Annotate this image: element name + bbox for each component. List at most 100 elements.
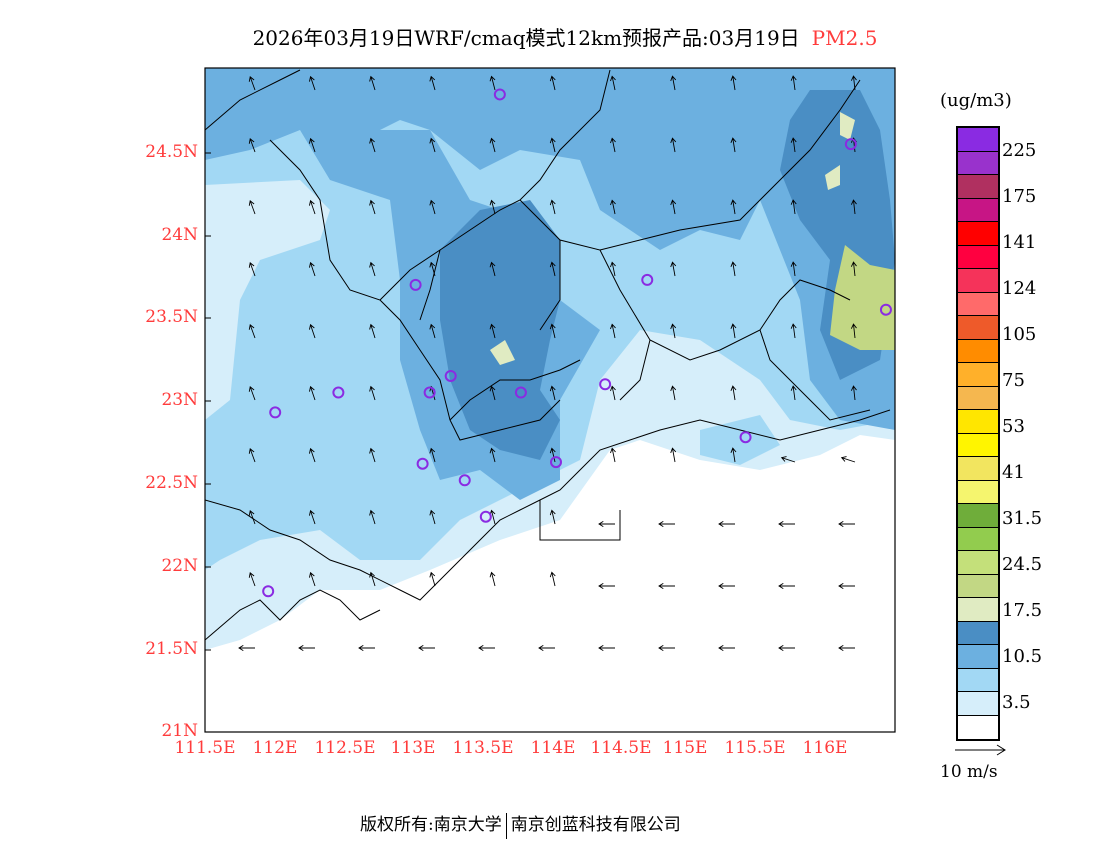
- legend-swatch: [958, 175, 998, 199]
- legend-swatch: [958, 222, 998, 246]
- wind-arrow: [429, 323, 436, 339]
- wind-arrow: [358, 645, 375, 651]
- wind-arrow: [658, 521, 675, 527]
- wind-arrow: [790, 75, 797, 91]
- wind-arrow: [670, 199, 677, 215]
- map-title: 2026年03月19日WRF/cmaq模式12km预报产品:03月19日 PM2.…: [0, 22, 1100, 51]
- wind-arrow: [309, 323, 316, 339]
- legend-label: 75: [1002, 370, 1025, 391]
- legend-swatch: [958, 715, 998, 739]
- wind-arrow: [429, 75, 436, 91]
- legend-swatch: [958, 527, 998, 551]
- lat-label: 23N: [161, 390, 198, 410]
- lon-label: 113E: [390, 738, 436, 758]
- legend-swatch: [958, 339, 998, 363]
- wind-arrow: [489, 447, 496, 463]
- lat-label: 23.5N: [145, 307, 198, 327]
- legend-swatch: [958, 363, 998, 387]
- wind-arrow: [778, 645, 795, 651]
- wind-arrow: [790, 323, 797, 339]
- wind-arrow: [549, 75, 556, 91]
- wind-arrow: [670, 75, 677, 91]
- wind-arrow: [248, 200, 256, 215]
- wind-arrow: [429, 571, 436, 587]
- station-marker: [262, 585, 275, 598]
- wind-arrow: [309, 261, 316, 277]
- wind-arrow: [309, 447, 316, 463]
- legend-label: 41: [1002, 462, 1025, 483]
- wind-arrow: [309, 571, 316, 587]
- wind-arrow: [730, 323, 737, 339]
- wind-arrow: [670, 447, 677, 463]
- wind-arrow: [838, 521, 855, 527]
- legend-label: 10.5: [1002, 646, 1043, 667]
- wind-arrow: [369, 571, 376, 587]
- station-marker: [423, 386, 436, 399]
- axis-ticks: [205, 152, 211, 651]
- wind-arrow: [549, 385, 556, 401]
- wind-arrow: [730, 385, 737, 401]
- wind-arrow: [598, 583, 615, 589]
- wind-arrow: [730, 199, 737, 215]
- legend-label: 53: [1002, 416, 1025, 437]
- wind-arrow: [248, 572, 256, 587]
- wind-arrow: [248, 448, 256, 463]
- legend-swatch: [958, 551, 998, 575]
- wind-arrow: [610, 137, 616, 153]
- lat-label: 24N: [161, 225, 198, 245]
- station-marker: [879, 303, 892, 316]
- wind-arrow: [790, 261, 797, 277]
- wind-arrow: [610, 385, 616, 401]
- legend-swatch: [958, 433, 998, 457]
- station-marker: [599, 378, 612, 391]
- lat-label: 22N: [161, 556, 198, 576]
- wind-arrow: [429, 137, 436, 153]
- lon-label: 111.5E: [174, 738, 236, 758]
- legend-swatch: [958, 269, 998, 293]
- wind-arrow: [610, 447, 616, 463]
- station-marker: [514, 386, 527, 399]
- wind-arrow: [309, 199, 316, 215]
- color-legend: [956, 126, 1000, 741]
- wind-arrow: [670, 323, 677, 339]
- legend-swatch: [958, 128, 998, 152]
- wind-arrow: [538, 645, 555, 651]
- wind-arrow: [598, 521, 615, 527]
- legend-swatch: [958, 198, 998, 222]
- wind-arrow: [478, 645, 495, 651]
- wind-arrow: [248, 324, 256, 339]
- lon-label: 112E: [252, 738, 298, 758]
- wind-arrow: [248, 138, 256, 153]
- wind-arrow: [850, 385, 857, 401]
- vector-legend-arrow: [955, 744, 1006, 756]
- station-marker: [416, 457, 429, 470]
- wind-arrow: [549, 447, 556, 463]
- wind-arrow: [248, 76, 256, 91]
- legend-label: 31.5: [1002, 508, 1043, 529]
- lat-label: 21N: [161, 721, 198, 741]
- wind-arrow: [850, 75, 857, 91]
- wind-arrow: [549, 199, 556, 215]
- legend-swatch: [958, 668, 998, 692]
- legend-swatch: [958, 316, 998, 340]
- wind-arrow: [790, 137, 797, 153]
- legend-swatch: [958, 457, 998, 481]
- legend-swatch: [958, 410, 998, 434]
- legend-swatch: [958, 621, 998, 645]
- wind-arrow: [418, 645, 435, 651]
- legend-swatch: [958, 245, 998, 269]
- legend-label: 124: [1002, 278, 1037, 299]
- wind-arrow: [309, 385, 316, 401]
- wind-arrow: [248, 510, 256, 525]
- wind-arrow: [549, 509, 556, 525]
- legend-label: 141: [1002, 232, 1037, 253]
- wind-arrow: [369, 261, 376, 277]
- legend-label: 24.5: [1002, 554, 1043, 575]
- lon-label: 115E: [662, 738, 708, 758]
- lon-label: 114.5E: [590, 738, 652, 758]
- wind-arrow: [780, 456, 796, 463]
- wind-arrow: [730, 75, 737, 91]
- wind-arrow: [730, 137, 737, 153]
- legend-unit: (ug/m3): [940, 90, 1012, 111]
- vector-legend-label: 10 m/s: [940, 762, 998, 782]
